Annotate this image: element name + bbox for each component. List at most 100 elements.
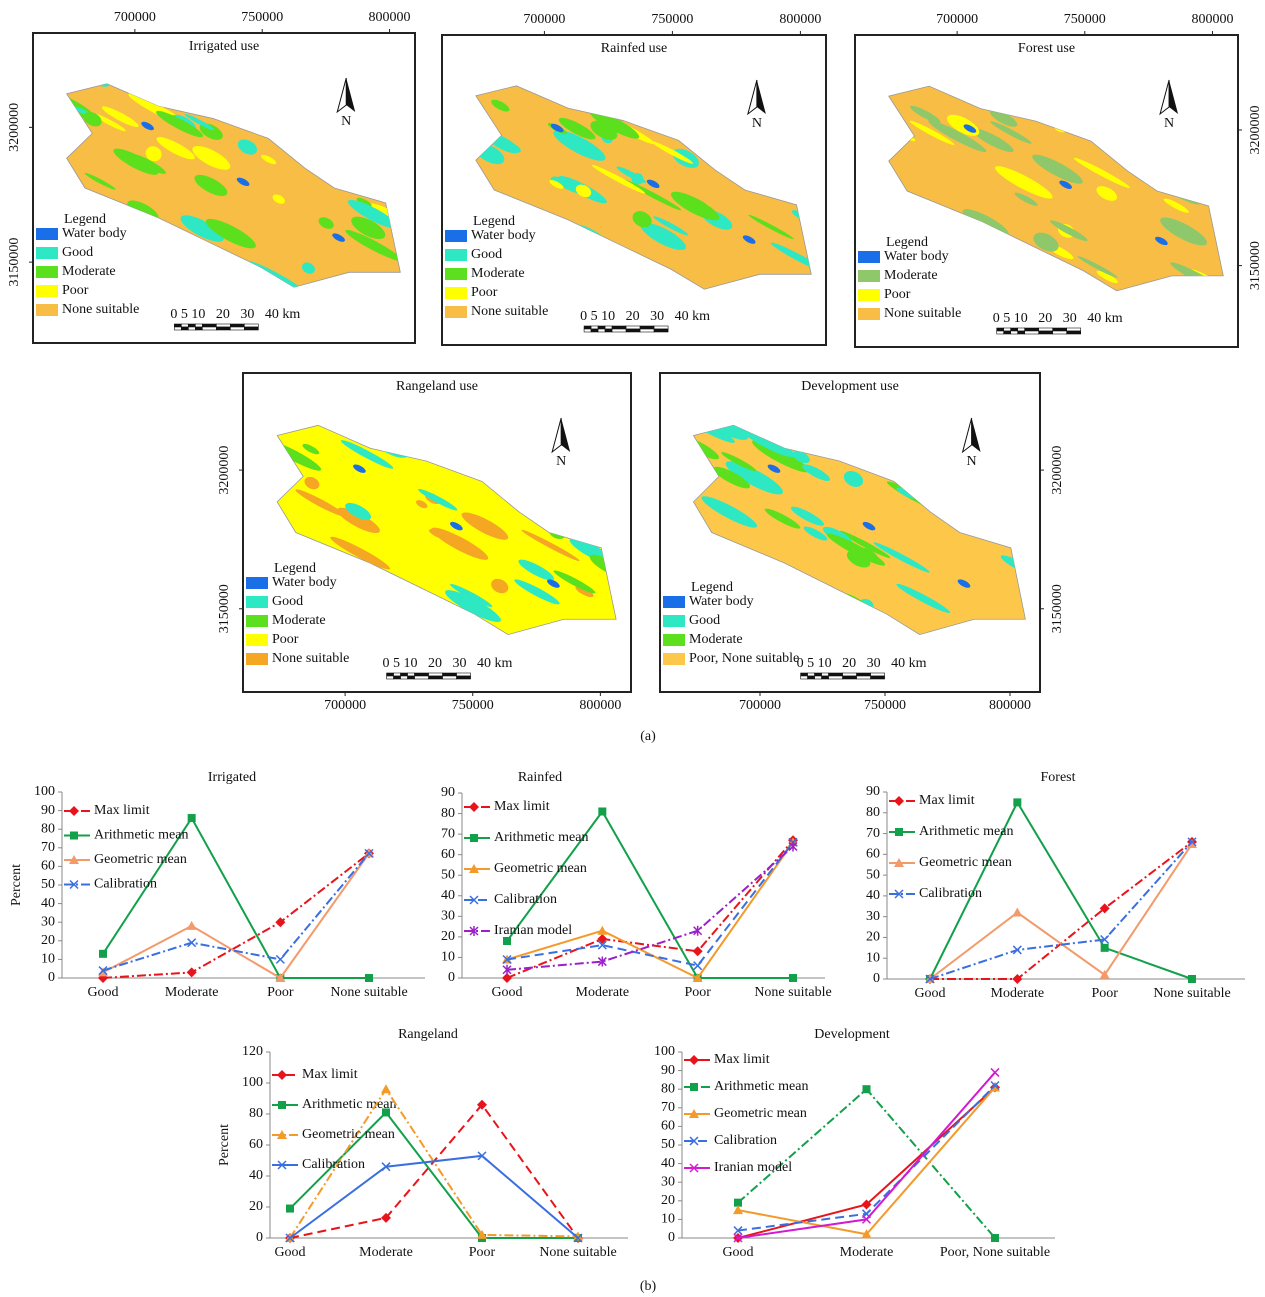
scale-segment: [591, 329, 598, 332]
map-title: Rangeland use: [396, 379, 478, 394]
scale-segment: [822, 673, 829, 676]
y-tick-label: 80: [866, 805, 880, 820]
y-tick-label: 40: [661, 1156, 675, 1171]
scale-segment: [815, 673, 822, 676]
data-point: [1013, 798, 1021, 806]
y-tick-label: 20: [441, 929, 455, 944]
y-tick-label: 0: [668, 1230, 675, 1245]
chart-title: Development: [814, 1027, 890, 1042]
y-tick-label: 70: [41, 840, 55, 855]
legend-label: Water body: [471, 228, 536, 243]
y-tick-label: 0: [873, 971, 880, 986]
coord-label: 3200000: [1050, 446, 1065, 495]
scale-segment: [174, 327, 181, 330]
y-tick-label: 90: [661, 1063, 675, 1078]
scale-segment: [429, 673, 443, 676]
data-point: [1187, 839, 1197, 848]
legend-swatch: [445, 287, 467, 299]
y-tick-label: 50: [866, 867, 880, 882]
coord-label: 700000: [936, 12, 978, 27]
legend-marker: [689, 1055, 699, 1065]
scale-segment: [216, 327, 230, 330]
y-tick-label: 0: [256, 1230, 263, 1245]
legend-label: Poor: [884, 287, 911, 302]
scale-segment: [202, 324, 216, 327]
legend-label: Geometric mean: [919, 855, 1012, 870]
x-tick-label: Moderate: [576, 985, 630, 1000]
legend-swatch: [858, 270, 880, 282]
legend-swatch: [445, 268, 467, 280]
legend-label: Calibration: [302, 1157, 365, 1172]
coord-label: 800000: [1191, 12, 1233, 27]
data-point: [1012, 908, 1022, 917]
line-chart: Rangeland020406080100120GoodModeratePoor…: [217, 1027, 628, 1260]
data-point: [1101, 944, 1109, 952]
coord-label: 3150000: [1050, 584, 1065, 633]
scale-segment: [188, 327, 195, 330]
legend-label: Poor: [272, 632, 299, 647]
y-tick-label: 10: [441, 950, 455, 965]
x-tick-label: Moderate: [359, 1245, 413, 1260]
y-tick-label: 80: [441, 806, 455, 821]
legend-marker: [277, 1070, 287, 1080]
scale-segment: [1067, 328, 1081, 331]
legend-label: Good: [471, 247, 502, 262]
legend-swatch: [246, 577, 268, 589]
coord-label: 700000: [739, 698, 781, 713]
data-point: [694, 962, 702, 970]
scale-label: 0 5 10 20 30 40 km: [383, 656, 513, 671]
x-tick-label: None suitable: [330, 985, 407, 1000]
legend-swatch: [663, 615, 685, 627]
data-point: [991, 1068, 999, 1076]
scale-segment: [612, 326, 626, 329]
y-tick-label: 70: [661, 1100, 675, 1115]
north-label: N: [752, 116, 762, 131]
scale-segment: [871, 676, 885, 679]
scale-segment: [997, 331, 1004, 334]
coord-label: 750000: [651, 12, 693, 27]
scale-segment: [829, 676, 843, 679]
data-point: [187, 967, 197, 977]
scale-segment: [1011, 328, 1018, 331]
x-tick-label: Poor: [1091, 986, 1118, 1001]
legend-label: Poor: [62, 283, 89, 298]
y-tick-label: 60: [249, 1137, 263, 1152]
y-tick-label: 60: [41, 859, 55, 874]
legend-swatch: [36, 266, 58, 278]
map-panel: Rainfed useNLegendWater bodyGoodModerate…: [441, 12, 830, 345]
legend-label: Calibration: [714, 1133, 777, 1148]
map-panel: Development useNLegendWater bodyGoodMode…: [660, 373, 1065, 713]
legend-label: Moderate: [689, 632, 743, 647]
legend-title: Legend: [691, 580, 733, 595]
scale-segment: [1011, 331, 1018, 334]
legend-label: Max limit: [919, 793, 975, 808]
scale-segment: [244, 327, 258, 330]
legend-swatch: [36, 228, 58, 240]
legend-label: Iranian model: [714, 1160, 792, 1175]
legend-label: Poor, None suitable: [689, 651, 799, 666]
data-point: [991, 1234, 999, 1242]
line-chart: Irrigated0102030405060708090100GoodModer…: [9, 770, 425, 1000]
scale-segment: [1018, 328, 1025, 331]
legend-label: Geometric mean: [302, 1127, 395, 1142]
panel-label: (b): [640, 1279, 657, 1294]
x-tick-label: Poor: [267, 985, 294, 1000]
scale-segment: [230, 327, 244, 330]
map-title: Rainfed use: [601, 41, 667, 56]
legend-label: Arithmetic mean: [94, 828, 188, 843]
scale-label: 0 5 10 20 30 40 km: [170, 307, 300, 322]
legend-swatch: [36, 304, 58, 316]
scale-segment: [871, 673, 885, 676]
map-panel: Irrigated useNLegendWater bodyGoodModera…: [7, 10, 424, 343]
scale-segment: [1039, 328, 1053, 331]
legend-title: Legend: [64, 212, 106, 227]
scale-segment: [801, 676, 808, 679]
y-tick-label: 120: [242, 1044, 263, 1059]
scale-segment: [1004, 331, 1011, 334]
north-label: N: [1164, 116, 1174, 131]
chart-title: Forest: [1041, 770, 1076, 785]
series-line: [103, 853, 369, 978]
scale-segment: [843, 676, 857, 679]
legend-swatch: [663, 634, 685, 646]
x-tick-label: Poor: [684, 985, 711, 1000]
